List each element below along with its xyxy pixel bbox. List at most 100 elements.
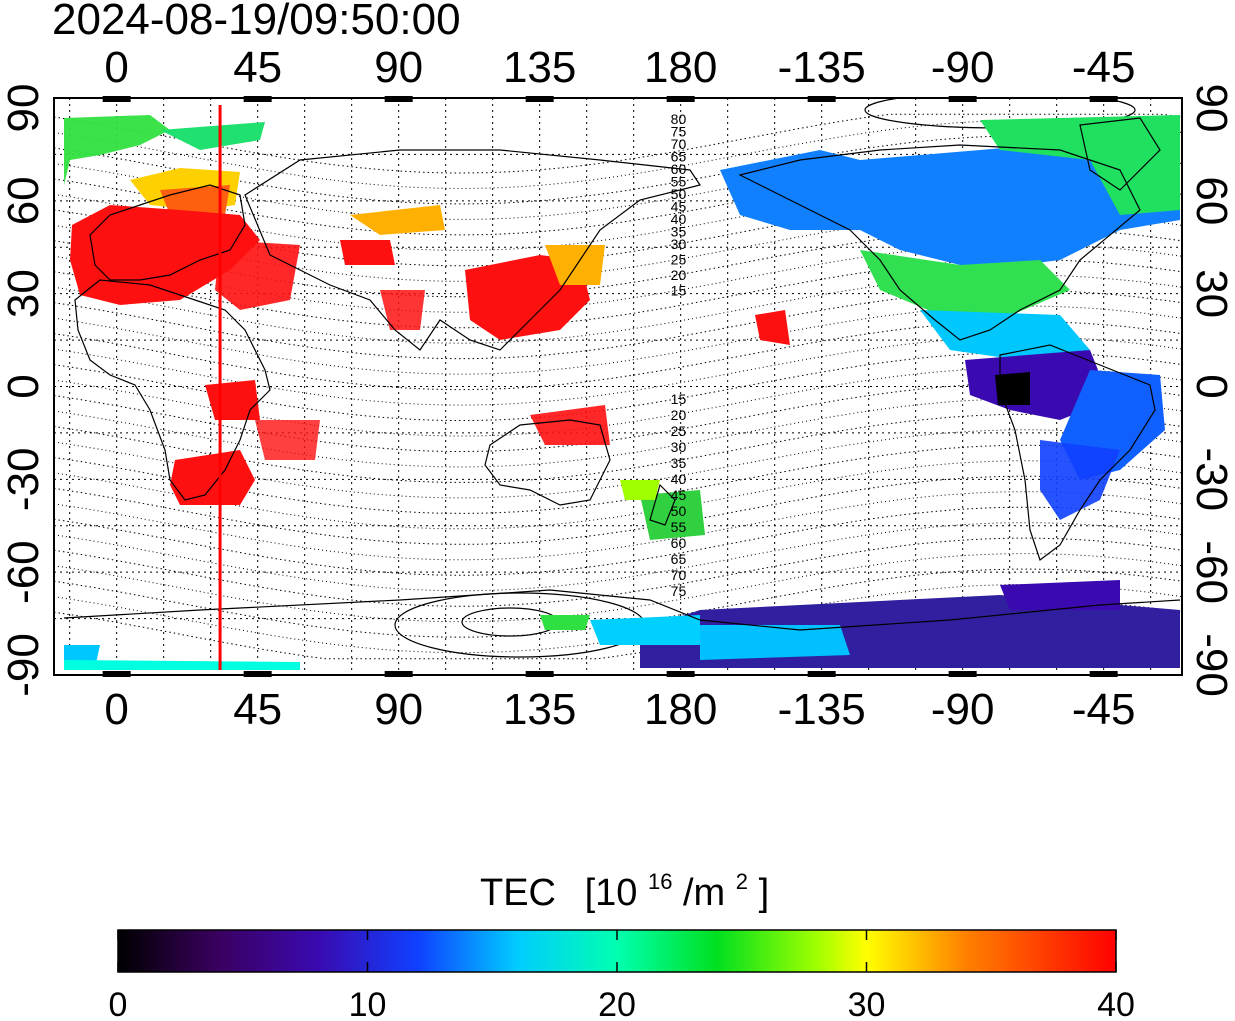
tec-patch-middle-east: [215, 240, 300, 310]
left-lat-label: 0: [0, 374, 48, 398]
contour-label: 80: [671, 111, 687, 127]
tec-patch-southern-africa: [170, 450, 255, 505]
contour-label: 60: [671, 161, 687, 177]
contour-label: 65: [671, 149, 687, 165]
colorbar-tick-label: 10: [349, 986, 387, 1021]
left-lat-label: -60: [0, 540, 48, 604]
top-frame-tick: [948, 96, 977, 102]
coast-north-america: [738, 144, 1141, 341]
contour-label: 25: [671, 423, 687, 439]
right-lat-label: 30: [1187, 269, 1235, 318]
right-lat-label: -90: [1187, 633, 1235, 697]
bottom-lon-label: -135: [778, 685, 866, 734]
contour-label: 30: [671, 236, 687, 252]
tec-patch-hawaii: [755, 310, 790, 345]
tec-patch-mexico: [920, 310, 1090, 360]
bottom-lon-label: -45: [1072, 685, 1136, 734]
tec-patch-south-pole-base-2: [64, 660, 300, 670]
tec-patch-scandinavia-2: [160, 185, 230, 215]
tec-patch-japan: [545, 245, 605, 285]
top-lon-label: 135: [503, 43, 576, 92]
contour-label: 40: [671, 471, 687, 487]
tec-patch-india: [380, 290, 425, 330]
top-lon-label: 90: [374, 43, 423, 92]
top-frame-tick: [384, 96, 413, 102]
tec-patch-weddell: [1000, 580, 1120, 610]
left-lat-label: 90: [0, 84, 48, 133]
left-lat-label: 60: [0, 176, 48, 225]
colorbar-title: TEC [10 16 /m 2 ]: [480, 856, 769, 914]
colorbar-unit-end: ]: [759, 872, 770, 914]
tec-patch-south-america-south: [1040, 440, 1120, 520]
tec-patch-alaska-canada: [720, 120, 1180, 270]
bottom-lon-label: 90: [374, 685, 423, 734]
coast-europe: [89, 184, 246, 281]
map-content: [54, 98, 1182, 675]
contour-line: [54, 599, 1182, 660]
contour-label: 65: [671, 551, 687, 567]
contour-label: 50: [671, 186, 687, 202]
contour-label: 30: [671, 439, 687, 455]
contour-label: 40: [671, 211, 687, 227]
contour-label: 15: [671, 283, 687, 299]
coastline-outlines: [63, 117, 1181, 631]
bottom-frame-tick: [666, 671, 695, 677]
bottom-frame-tick: [102, 671, 131, 677]
top-frame-tick: [525, 96, 554, 102]
top-lon-label: 180: [644, 43, 717, 92]
top-longitude-labels: 0 45 90 135 180 -135 -90 -45: [102, 43, 1136, 102]
contour-label: 45: [671, 199, 687, 215]
tec-patch-usa: [860, 250, 1070, 320]
coast-greenland: [1079, 117, 1161, 191]
contour-label: 25: [671, 252, 687, 268]
contour-label: 70: [671, 136, 687, 152]
bottom-frame-tick: [525, 671, 554, 677]
coast-asia: [244, 149, 701, 351]
contour-label: 20: [671, 267, 687, 283]
bottom-frame-tick: [948, 671, 977, 677]
colorbar-tick-label: 30: [848, 986, 886, 1021]
contour-label: 75: [671, 124, 687, 140]
left-latitude-labels: 90 60 30 0 -30 -60 -90: [0, 84, 48, 697]
coast-africa: [74, 279, 271, 501]
bottom-lon-label: -90: [931, 685, 995, 734]
top-frame-tick: [102, 96, 131, 102]
bottom-frame-tick: [807, 671, 836, 677]
contour-label: 45: [671, 487, 687, 503]
top-frame-tick: [243, 96, 272, 102]
tec-patch-antarctic-green: [540, 615, 590, 630]
contour-label: 60: [671, 535, 687, 551]
tec-patch-nz: [620, 480, 660, 500]
colorbar-unit-base: [10: [585, 872, 638, 914]
colorbar-tick-label: 20: [598, 986, 636, 1021]
bottom-lon-label: 0: [104, 685, 128, 734]
tec-patch-madagascar: [255, 420, 320, 460]
bottom-lon-label: 180: [644, 685, 717, 734]
contour-labels: 8075706560555045403530252015152025303540…: [671, 111, 687, 599]
bottom-frame-tick: [243, 671, 272, 677]
top-lon-label: 45: [233, 43, 282, 92]
left-lat-label: -90: [0, 633, 48, 697]
tec-patch-arctic-europe-2: [160, 122, 265, 150]
right-lat-label: -60: [1187, 540, 1235, 604]
left-lat-label: 30: [0, 269, 48, 318]
left-lat-label: -30: [0, 448, 48, 512]
bottom-frame-tick: [384, 671, 413, 677]
colorbar-unit-exp: 16: [648, 869, 672, 894]
bottom-lon-label: 135: [503, 685, 576, 734]
tec-patch-central-asia: [340, 240, 395, 265]
coast-new-zealand: [649, 483, 676, 526]
top-lon-label: -90: [931, 43, 995, 92]
contour-label: 70: [671, 567, 687, 583]
right-lat-label: 0: [1187, 374, 1235, 398]
contour-label: 50: [671, 503, 687, 519]
timestamp-title: 2024-08-19/09:50:00: [52, 0, 461, 44]
bottom-longitude-labels: 0 45 90 135 180 -135 -90 -45: [102, 671, 1136, 734]
colorbar-tick-label: 0: [109, 986, 128, 1021]
colorbar-tick-label: 40: [1097, 986, 1135, 1021]
top-lon-label: -45: [1072, 43, 1136, 92]
tec-patch-south-pole-cyan: [700, 625, 850, 660]
contour-label: 55: [671, 174, 687, 190]
right-latitude-labels: 90 60 30 0 -30 -60 -90: [1187, 84, 1235, 697]
